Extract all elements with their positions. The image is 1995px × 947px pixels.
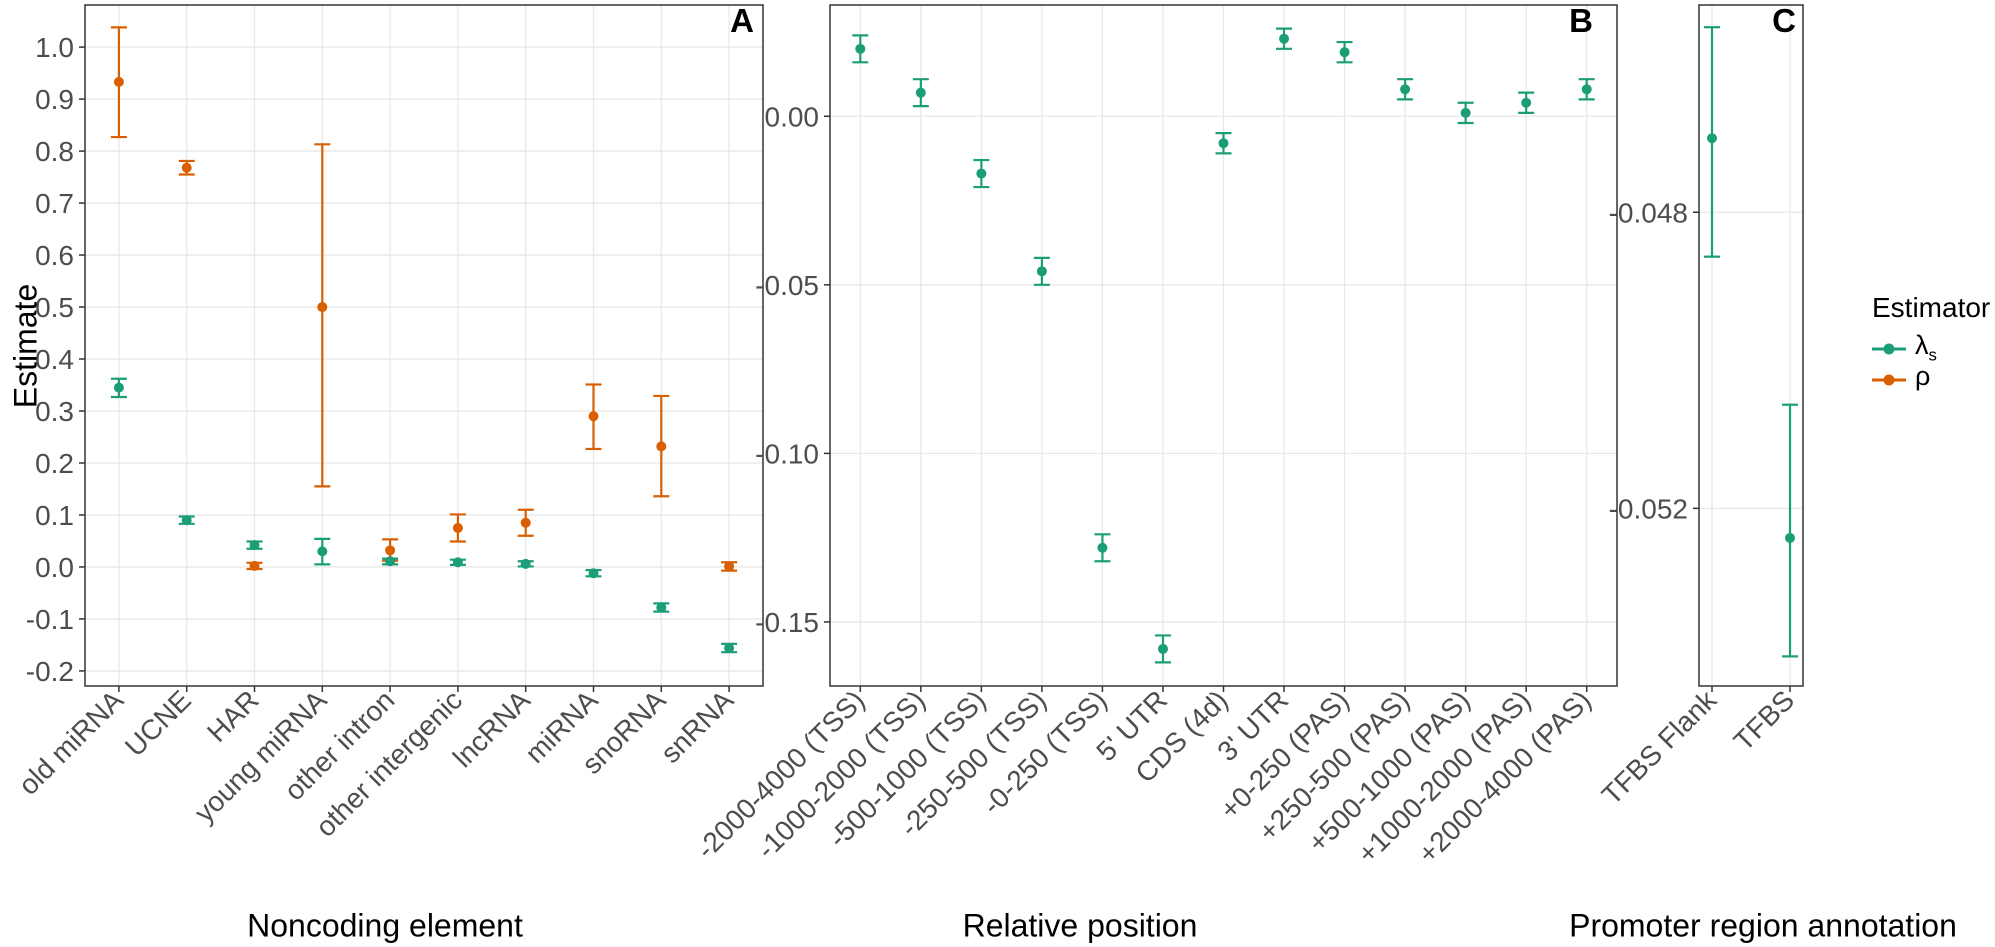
data-point [915, 87, 926, 98]
y-tick-label: -0.052 [1609, 493, 1688, 524]
panel-label-c: C [1772, 2, 1796, 39]
panel-label-b: B [1569, 2, 1593, 39]
x-tick-label: TFBS Flank [1596, 684, 1723, 811]
y-tick-label: 0.0 [35, 552, 74, 583]
x-axis-title-noncoding-element: Noncoding element [247, 907, 523, 944]
data-point [1097, 542, 1108, 553]
panel-b: 0.00-0.05-0.10-0.15-2000-4000 (TSS)-1000… [690, 4, 1618, 869]
data-point [249, 540, 260, 551]
legend-key-dot-lambda-icon [1883, 343, 1895, 354]
y-tick-label: -0.1 [26, 604, 74, 635]
data-point [1460, 107, 1471, 118]
data-point [385, 545, 396, 556]
y-tick-label: -0.10 [755, 438, 819, 469]
y-tick-label: -0.15 [755, 607, 819, 638]
data-point [113, 76, 124, 87]
data-point [1036, 266, 1047, 277]
panel-border [84, 4, 764, 687]
series-lambda [1704, 26, 1798, 658]
data-point [724, 643, 735, 654]
y-tick-label: 0.4 [35, 344, 74, 375]
legend-item-lambda: λs [1872, 330, 1990, 365]
data-point [452, 557, 463, 568]
panel-a: 1.0 0.9 0.8 0.7 0.6 0.5 0.4 0.3 0.2 0.1 0.0 -0.1 -0.… [13, 4, 764, 843]
y-tick-label: 0.8 [35, 136, 74, 167]
data-point [385, 556, 396, 567]
data-point [588, 411, 599, 422]
legend-key-rho [1872, 364, 1906, 395]
data-point [520, 517, 531, 528]
data-point [181, 162, 192, 173]
data-point [1218, 138, 1229, 149]
data-point [1157, 643, 1168, 654]
data-point [724, 561, 735, 572]
legend-key-dot-rho-icon [1883, 374, 1895, 385]
y-axis-title: Estimate [7, 283, 44, 409]
legend: Estimator λs ρ [1872, 292, 1990, 395]
data-point [1581, 84, 1592, 95]
series-lambda [852, 27, 1595, 664]
data-point [1400, 84, 1411, 95]
y-tick-label: 0.6 [35, 240, 74, 271]
panel-c: -0.048 -0.052 TFBS Flank TFBS [1596, 4, 1804, 811]
series-rho [110, 26, 738, 572]
x-tick-label: UCNE [119, 684, 197, 762]
panel-border [1698, 4, 1804, 687]
x-tick-label: lncRNA [447, 684, 536, 773]
y-tick-label: 0.2 [35, 448, 74, 479]
series-lambda [110, 377, 738, 654]
y-tick-label: 1.0 [35, 32, 74, 63]
x-tick-label: old miRNA [13, 684, 130, 801]
y-tick-label: 0.3 [35, 396, 74, 427]
data-point [1339, 47, 1350, 58]
data-point [855, 43, 866, 54]
data-point [1521, 97, 1532, 108]
legend-label-lambda: λs [1915, 330, 1937, 365]
data-point [588, 568, 599, 579]
data-point [317, 546, 328, 557]
y-tick-label: 0.00 [765, 101, 820, 132]
y-tick-label: 0.9 [35, 84, 74, 115]
y-tick-label: 0.7 [35, 188, 74, 219]
data-point [452, 522, 463, 533]
x-tick-label: TFBS [1728, 684, 1801, 757]
data-point [113, 382, 124, 393]
panel-label-a: A [730, 2, 754, 39]
data-point [317, 302, 328, 313]
x-axis-title-relative-position: Relative position [962, 907, 1198, 944]
y-tick-label: -0.2 [26, 656, 74, 687]
x-axis-title-promoter-region: Promoter region annotation [1569, 907, 1957, 944]
data-point [1785, 532, 1795, 543]
x-tick-label: snRNA [655, 684, 740, 769]
legend-item-rho: ρ [1872, 361, 1990, 395]
y-tick-label: -0.05 [755, 270, 819, 301]
data-point [656, 602, 667, 613]
data-point [656, 441, 667, 452]
data-point [1279, 33, 1290, 44]
legend-title: Estimator [1872, 292, 1991, 323]
legend-label-rho: ρ [1915, 361, 1931, 392]
data-point [249, 560, 260, 571]
data-point [181, 515, 192, 526]
legend-key-lambda [1872, 333, 1906, 364]
y-tick-label: 0.1 [35, 500, 74, 531]
data-point [976, 168, 987, 179]
y-tick-label: -0.048 [1609, 197, 1688, 228]
y-tick-label: 0.5 [35, 292, 74, 323]
data-point [1707, 133, 1717, 144]
data-point [520, 558, 531, 569]
